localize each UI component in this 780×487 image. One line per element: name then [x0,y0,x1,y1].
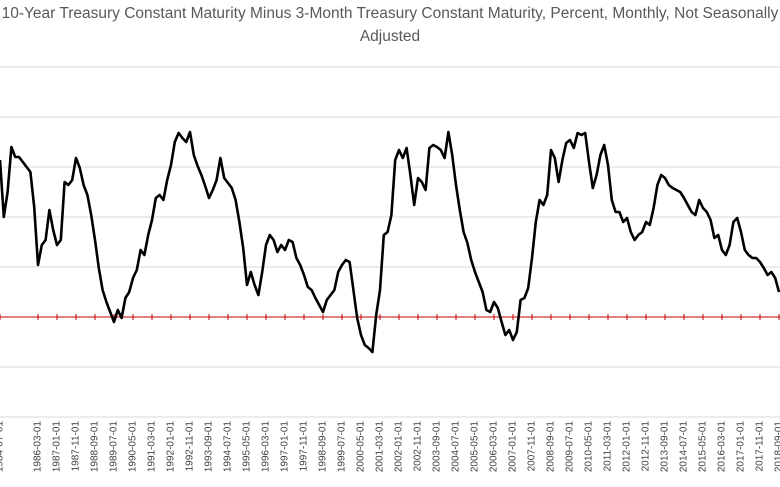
x-tick-label: 1986-03-01 [33,421,44,473]
x-tick-label: 2017-01-01 [736,421,747,473]
x-tick-label: 1996-03-01 [261,421,272,473]
x-tick-label: 2014-07-01 [679,421,690,473]
x-tick-label: 2003-09-01 [432,421,443,473]
x-tick-label: 2018-09-01 [774,421,780,473]
x-tick-label: 2002-11-01 [413,421,424,472]
x-tick-label: 2001-03-01 [375,421,386,473]
x-tick-label: 2012-11-01 [641,421,652,472]
x-tick-label: 1990-05-01 [128,421,139,473]
x-tick-label: 2006-03-01 [489,421,500,473]
x-tick-label: 1997-01-01 [280,421,291,473]
x-tick-label: 1999-07-01 [337,421,348,473]
x-tick-label: 2013-09-01 [660,421,671,473]
x-tick-label: 1992-11-01 [185,421,196,472]
data-line [0,130,780,354]
x-tick-label: 2017-11-01 [755,421,766,472]
x-tick-label: 2010-05-01 [584,421,595,473]
x-tick-label: 2004-07-01 [451,421,462,473]
x-tick-label: 2015-05-01 [698,421,709,473]
x-tick-label: 1987-01-01 [52,421,63,473]
x-tick-label: 1991-03-01 [147,421,158,473]
x-tick-label: 2007-11-01 [527,421,538,472]
x-tick-label: 1998-09-01 [318,421,329,473]
x-tick-label: 1988-09-01 [90,421,101,473]
x-tick-label: 1997-11-01 [299,421,310,472]
x-tick-label: 1995-05-01 [242,421,253,473]
x-tick-label: 2007-01-01 [508,421,519,473]
chart-title: 10-Year Treasury Constant Maturity Minus… [1,5,779,45]
x-tick-label: 1993-09-01 [204,421,215,473]
x-tick-label: 1987-11-01 [71,421,82,472]
x-tick-label: 2016-03-01 [717,421,728,473]
x-tick-label: 2012-01-01 [622,421,633,473]
x-tick-label: 2002-01-01 [394,421,405,473]
x-tick-label: 1989-07-01 [109,421,120,473]
x-tick-label: 2000-05-01 [356,421,367,473]
x-tick-label: 2005-05-01 [470,421,481,473]
x-tick-label: 2009-07-01 [565,421,576,473]
x-tick-label: 1984-07-01 [0,421,6,473]
x-tick-label: 2008-09-01 [546,421,557,473]
x-tick-label: 1994-07-01 [223,421,234,473]
x-tick-label: 1992-01-01 [166,421,177,473]
x-tick-label: 2011-03-01 [603,421,614,472]
